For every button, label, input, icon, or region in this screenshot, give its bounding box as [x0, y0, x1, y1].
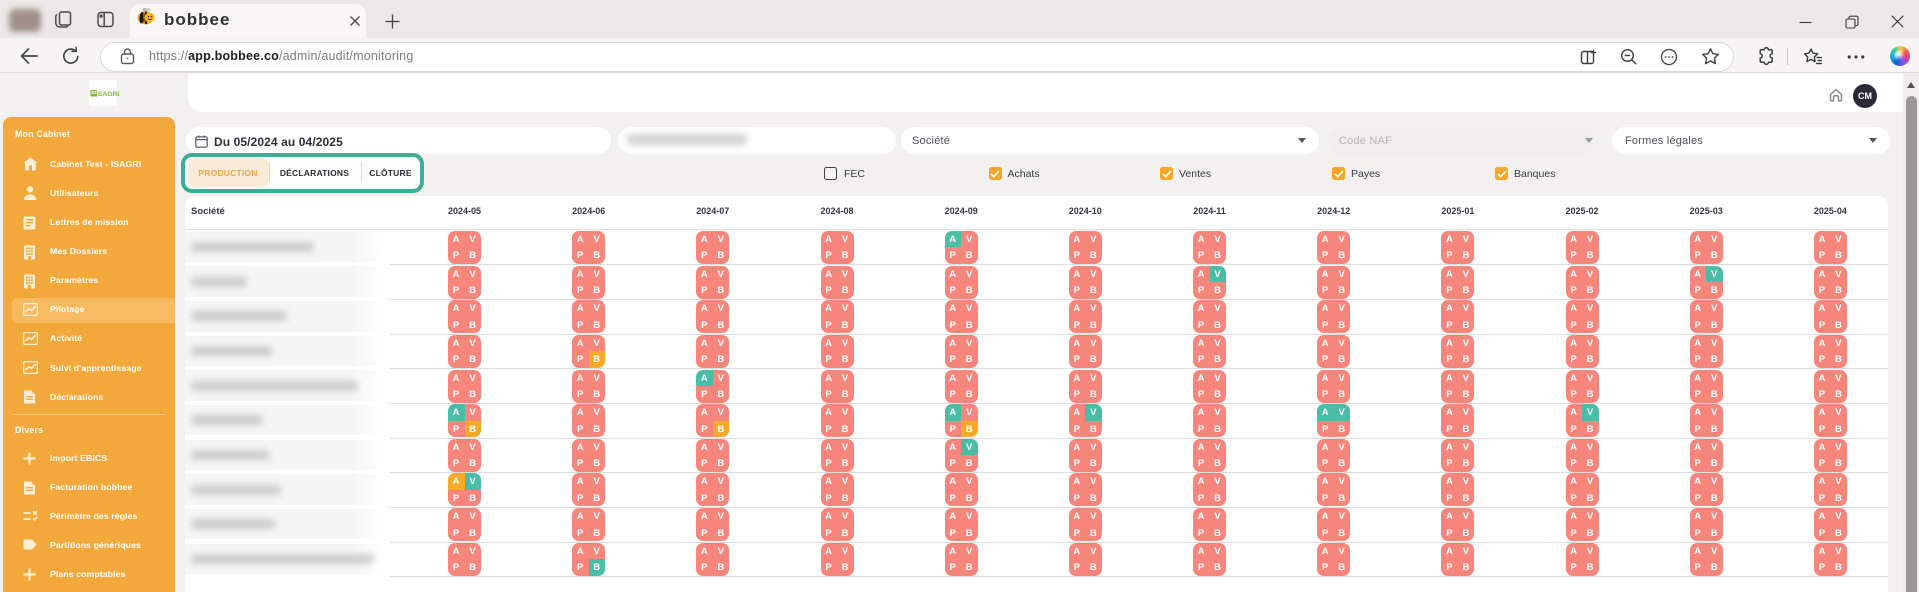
svg-text:SAGRI: SAGRI	[97, 91, 118, 98]
